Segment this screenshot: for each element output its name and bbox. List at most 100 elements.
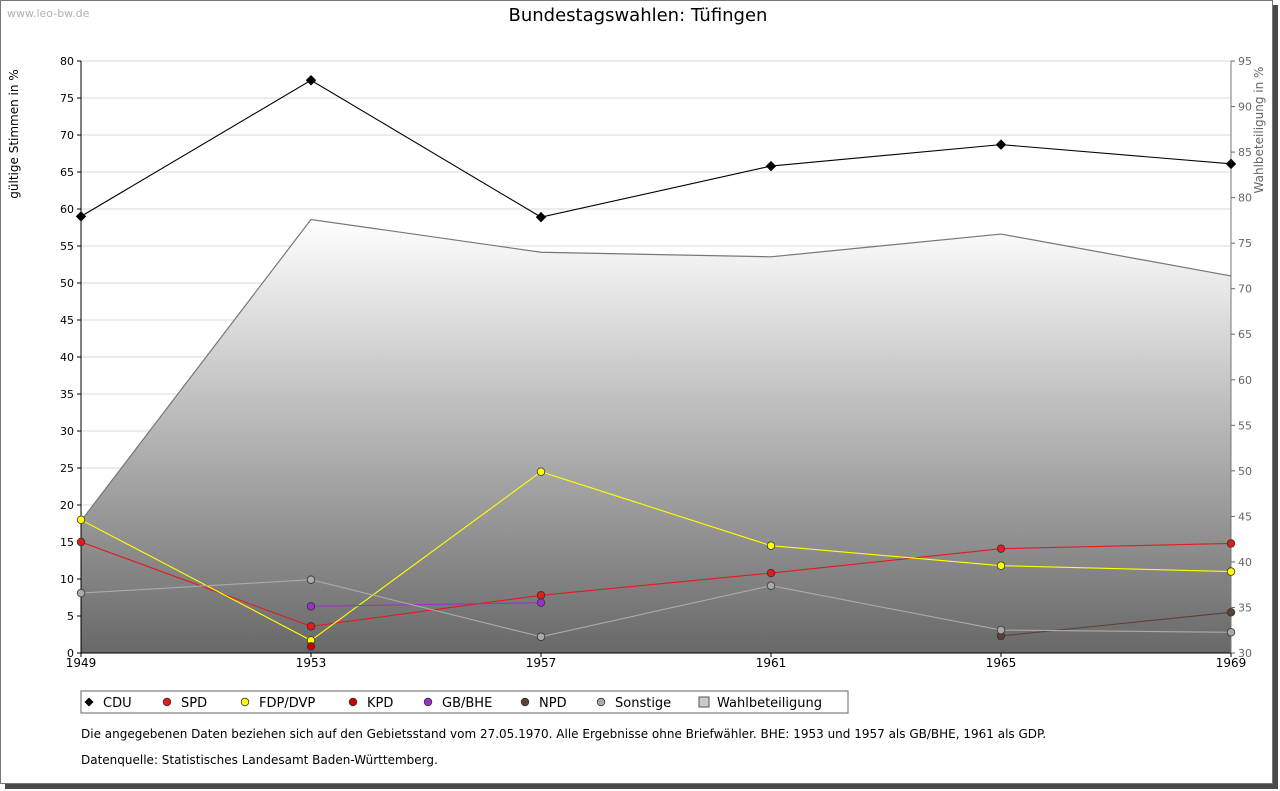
y2-tick-label: 55 — [1238, 419, 1252, 432]
data-point-cdu — [1225, 158, 1237, 170]
y-tick-label: 50 — [60, 277, 74, 290]
legend-swatch-kpd — [348, 697, 358, 707]
series-line-gb-bhe — [310, 602, 542, 607]
y2-tick-label: 60 — [1238, 374, 1252, 387]
y-tick-label: 25 — [60, 462, 74, 475]
turnout-area — [80, 218, 1232, 653]
legend-label-npd: NPD — [539, 696, 567, 711]
y-tick-label: 10 — [60, 573, 74, 586]
data-point-spd — [996, 544, 1006, 553]
data-point-cdu — [305, 75, 317, 86]
y2-tick-label: 75 — [1238, 237, 1252, 250]
series-line-fdp-dvp — [80, 471, 1232, 642]
y2-tick-label: 85 — [1238, 146, 1252, 159]
x-tick-label: 1949 — [66, 656, 97, 670]
y-tick-label: 60 — [60, 203, 74, 216]
data-point-fdp-dvp — [76, 515, 86, 524]
data-point-cdu — [75, 211, 87, 222]
series-lines — [80, 79, 1232, 642]
data-point-cdu — [535, 211, 547, 223]
data-point-fdp-dvp — [536, 467, 546, 476]
series-line-sonstige — [80, 579, 1232, 638]
chart-title: Bundestagswahlen: Tüfingen — [509, 5, 768, 26]
y2-tick-label: 80 — [1238, 192, 1252, 205]
y-axis-label: gültige Stimmen in % — [7, 69, 21, 198]
data-point-fdp-dvp — [766, 541, 776, 550]
legend-label-kpd: KPD — [367, 696, 393, 711]
y-tick-label: 5 — [67, 610, 74, 623]
y2-tick-label: 45 — [1238, 510, 1252, 523]
y-tick-label: 40 — [60, 351, 74, 364]
y-tick-label: 75 — [60, 92, 74, 105]
legend-label-fdp-dvp: FDP/DVP — [259, 696, 315, 711]
data-point-spd — [536, 591, 546, 600]
data-point-sonstige — [306, 575, 316, 584]
legend-swatch-spd — [162, 697, 172, 707]
legend-label-gb-bhe: GB/BHE — [442, 696, 492, 711]
y-tick-label: 20 — [60, 499, 74, 512]
axes: 0 5 10 15 20 25 30 35 40 45 50 55 60 65 70 75 80 30 35 40 45… — [60, 55, 1252, 670]
y-tick-label: 45 — [60, 314, 74, 327]
y-tick-label: 80 — [60, 55, 74, 68]
y-tick-label: 70 — [60, 129, 74, 142]
legend-swatch-sonstige — [596, 697, 606, 707]
legend-swatch-gb-bhe — [423, 697, 433, 707]
legend-label-sonstige: Sonstige — [615, 696, 671, 711]
data-point-fdp-dvp — [1226, 567, 1236, 576]
legend: CDU SPD FDP/DVP KPD GB/BHE NPD Sonstige Wahlbet… — [80, 690, 849, 714]
data-point-spd — [306, 622, 316, 631]
y2-tick-label: 65 — [1238, 328, 1252, 341]
turnout-line — [80, 218, 1232, 522]
data-point-sonstige — [766, 581, 776, 590]
legend-swatch-fdp-dvp — [240, 697, 250, 707]
y2-axis-label: Wahlbeteiligung in % — [1252, 67, 1266, 194]
y-tick-label: 55 — [60, 240, 74, 253]
data-point-cdu — [765, 160, 777, 172]
data-point-sonstige — [536, 632, 546, 641]
x-tick-label: 1957 — [526, 656, 557, 670]
y2-tick-label: 40 — [1238, 556, 1252, 569]
legend-swatch-cdu — [84, 697, 94, 707]
data-point-cdu — [995, 139, 1007, 150]
legend-swatch-npd — [520, 697, 530, 707]
y-tick-label: 0 — [67, 647, 74, 660]
data-point-sonstige — [76, 588, 86, 598]
x-tick-label: 1961 — [756, 656, 787, 670]
data-point-sonstige — [1226, 628, 1236, 637]
y2-tick-label: 30 — [1238, 647, 1252, 660]
turnout-area-fill — [81, 219, 1231, 653]
legend-box — [80, 690, 849, 714]
data-point-npd — [1226, 608, 1236, 617]
y-tick-label: 35 — [60, 388, 74, 401]
legend-swatch-wahlbeteiligung — [698, 696, 710, 708]
data-point-gb-bhe — [306, 602, 316, 611]
series-line-spd — [80, 541, 1232, 627]
data-point-spd — [1226, 539, 1236, 548]
legend-label-spd: SPD — [181, 696, 207, 711]
y-tick-label: 15 — [60, 536, 74, 549]
x-tick-label: 1953 — [296, 656, 327, 670]
y2-tick-label: 70 — [1238, 283, 1252, 296]
series-points — [75, 75, 1237, 651]
y2-tick-label: 95 — [1238, 55, 1252, 68]
watermark[interactable]: www.leo-bw.de — [7, 7, 90, 20]
series-line-cdu — [80, 79, 1232, 218]
footnote-coverage: Die angegebenen Daten beziehen sich auf … — [81, 727, 1047, 741]
data-point-spd — [766, 568, 776, 578]
data-point-gb-bhe — [536, 598, 546, 607]
y2-tick-label: 35 — [1238, 601, 1252, 614]
y-tick-label: 30 — [60, 425, 74, 438]
y2-tick-label: 90 — [1238, 101, 1252, 114]
data-point-kpd — [306, 642, 316, 651]
legend-label-cdu: CDU — [103, 696, 132, 711]
y-tick-label: 65 — [60, 166, 74, 179]
legend-label-wahlbeteiligung: Wahlbeteiligung — [717, 696, 822, 711]
x-tick-label: 1969 — [1216, 656, 1247, 670]
x-tick-label: 1965 — [986, 656, 1017, 670]
data-point-spd — [76, 537, 86, 547]
data-point-sonstige — [996, 625, 1006, 635]
series-line-npd — [1000, 611, 1232, 637]
data-point-fdp-dvp — [996, 561, 1006, 570]
